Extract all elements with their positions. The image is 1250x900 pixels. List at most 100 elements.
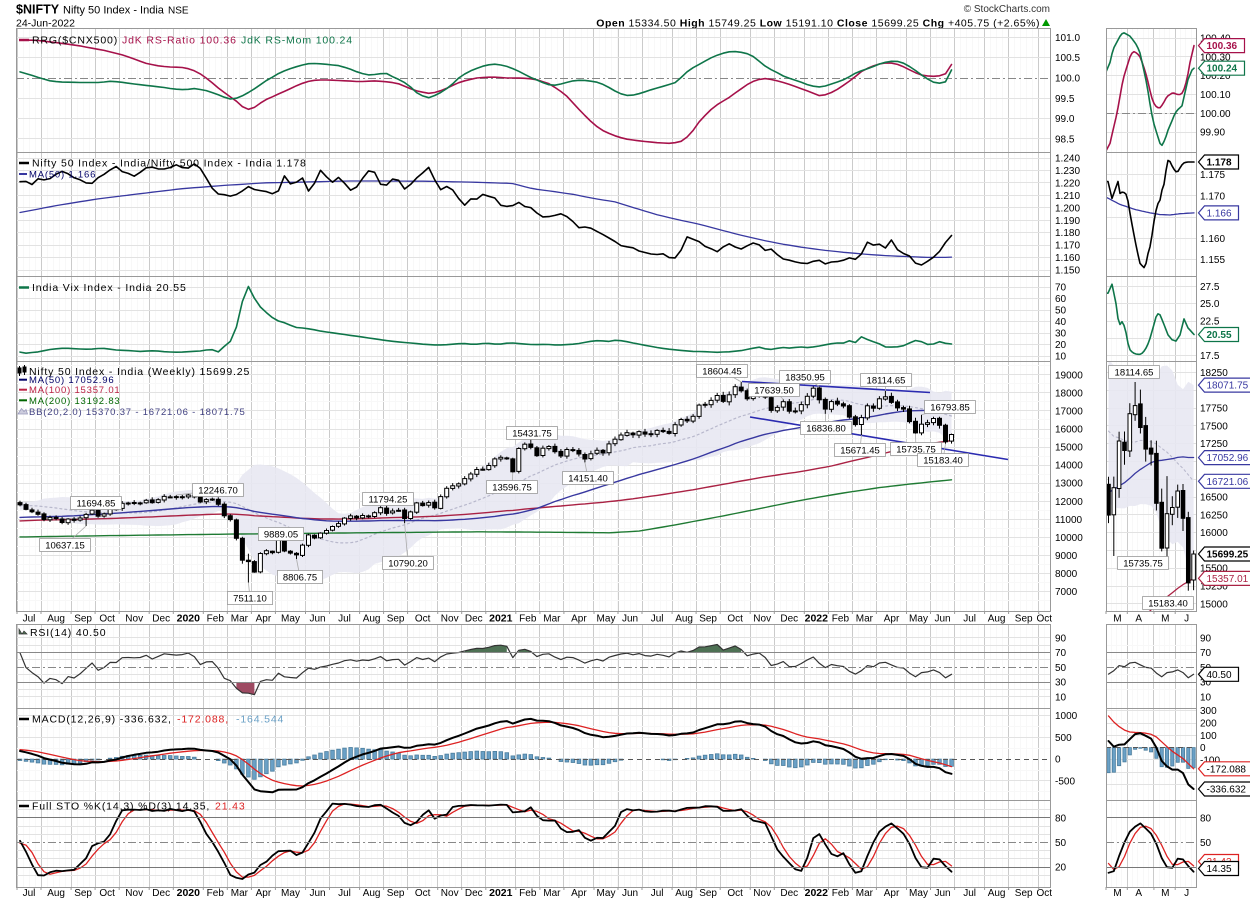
svg-text:Jul: Jul <box>338 888 351 899</box>
svg-text:India Vix Index - India 20.55: India Vix Index - India 20.55 <box>32 282 187 294</box>
svg-text:2020: 2020 <box>177 613 201 625</box>
svg-text:11794.25: 11794.25 <box>369 495 408 506</box>
svg-text:7000: 7000 <box>1055 587 1078 598</box>
svg-text:15000: 15000 <box>1055 443 1083 454</box>
svg-text:40.50: 40.50 <box>1207 670 1232 681</box>
svg-text:1.150: 1.150 <box>1055 266 1080 277</box>
svg-text:15735.75: 15735.75 <box>1123 559 1163 570</box>
svg-text:May: May <box>281 888 300 899</box>
svg-text:Dec: Dec <box>152 614 170 625</box>
svg-text:8000: 8000 <box>1055 569 1078 580</box>
svg-text:Feb: Feb <box>207 888 225 899</box>
svg-text:M: M <box>1113 888 1121 899</box>
svg-text:Apr: Apr <box>571 614 587 625</box>
svg-text:10: 10 <box>1055 692 1067 703</box>
svg-text:100.36: 100.36 <box>1207 41 1238 52</box>
svg-text:Nifty 50 Index - India (Weekly: Nifty 50 Index - India (Weekly) 15699.25 <box>29 366 250 378</box>
svg-text:Aug: Aug <box>47 888 65 899</box>
svg-text:Sep: Sep <box>1015 614 1033 625</box>
svg-text:-500: -500 <box>1055 777 1075 788</box>
svg-text:-172.088: -172.088 <box>1207 764 1247 775</box>
svg-text:MACD(12,26,9) -336.632,: MACD(12,26,9) -336.632, <box>32 714 172 726</box>
svg-text:9889.05: 9889.05 <box>264 530 298 541</box>
svg-text:Nov: Nov <box>441 888 459 899</box>
svg-text:Mar: Mar <box>856 888 874 899</box>
svg-text:16250: 16250 <box>1200 510 1228 521</box>
svg-text:200: 200 <box>1200 719 1217 730</box>
svg-text:1.240: 1.240 <box>1055 154 1080 165</box>
svg-text:1.180: 1.180 <box>1055 228 1080 239</box>
svg-text:Nifty 50 Index - India/Nifty 5: Nifty 50 Index - India/Nifty 500 Index -… <box>32 158 307 170</box>
svg-text:10000: 10000 <box>1055 533 1083 544</box>
svg-text:17.5: 17.5 <box>1200 351 1220 362</box>
svg-text:15183.40: 15183.40 <box>923 456 963 467</box>
svg-text:Sep: Sep <box>74 888 92 899</box>
svg-text:60: 60 <box>1055 294 1067 305</box>
svg-text:18071.75: 18071.75 <box>1207 381 1249 392</box>
svg-text:Jun: Jun <box>309 888 325 899</box>
svg-text:17250: 17250 <box>1200 439 1228 450</box>
svg-text:Jun: Jun <box>934 888 950 899</box>
svg-text:Open 15334.50 High 15749.25 Lo: Open 15334.50 High 15749.25 Low 15191.10… <box>596 18 1040 30</box>
svg-text:15500: 15500 <box>1200 564 1228 575</box>
svg-text:0: 0 <box>1200 743 1206 754</box>
svg-text:17639.50: 17639.50 <box>754 386 794 397</box>
svg-text:Sep: Sep <box>699 888 717 899</box>
svg-text:1.200: 1.200 <box>1055 203 1080 214</box>
svg-text:15735.75: 15735.75 <box>896 445 936 456</box>
svg-text:2022: 2022 <box>805 887 829 899</box>
svg-text:13000: 13000 <box>1055 479 1083 490</box>
svg-text:16836.80: 16836.80 <box>806 424 846 435</box>
svg-text:Jun: Jun <box>622 888 638 899</box>
svg-text:May: May <box>281 614 300 625</box>
svg-text:100.24: 100.24 <box>1207 64 1238 75</box>
svg-text:Jul: Jul <box>23 888 36 899</box>
svg-text:12000: 12000 <box>1055 497 1083 508</box>
svg-text:19000: 19000 <box>1055 370 1083 381</box>
svg-text:Oct: Oct <box>99 614 115 625</box>
svg-text:J: J <box>1184 614 1189 625</box>
svg-text:Aug: Aug <box>675 614 693 625</box>
svg-text:-172.088,: -172.088, <box>177 714 229 726</box>
svg-text:Dec: Dec <box>465 614 483 625</box>
svg-text:1.170: 1.170 <box>1055 241 1080 252</box>
svg-text:15357.01: 15357.01 <box>1207 574 1249 585</box>
svg-text:RSI(14) 40.50: RSI(14) 40.50 <box>30 627 106 639</box>
svg-text:Mar: Mar <box>231 888 249 899</box>
svg-text:Aug: Aug <box>363 614 381 625</box>
svg-text:12246.70: 12246.70 <box>198 486 238 497</box>
svg-text:20: 20 <box>1055 340 1067 351</box>
svg-text:15699.25: 15699.25 <box>1207 550 1249 561</box>
svg-text:300: 300 <box>1200 706 1217 717</box>
svg-text:27.5: 27.5 <box>1200 282 1220 293</box>
svg-text:30: 30 <box>1055 329 1067 340</box>
svg-text:11694.85: 11694.85 <box>77 499 116 510</box>
svg-text:50: 50 <box>1055 663 1067 674</box>
svg-text:1.210: 1.210 <box>1055 191 1080 202</box>
svg-text:Jul: Jul <box>338 614 351 625</box>
svg-text:Sep: Sep <box>1015 888 1033 899</box>
svg-text:Oct: Oct <box>1037 888 1053 899</box>
svg-text:Nifty 50 Index - India: Nifty 50 Index - India <box>63 5 165 17</box>
svg-text:MA(50) 17052.96: MA(50) 17052.96 <box>29 375 114 386</box>
svg-text:M: M <box>1161 888 1169 899</box>
svg-text:JdK RS-Ratio 100.36: JdK RS-Ratio 100.36 <box>122 35 237 47</box>
svg-text:-336.632: -336.632 <box>1207 785 1247 796</box>
svg-text:Oct: Oct <box>727 614 743 625</box>
svg-text:10790.20: 10790.20 <box>388 559 428 570</box>
svg-text:15671.45: 15671.45 <box>840 446 880 457</box>
svg-text:Jul: Jul <box>651 614 664 625</box>
svg-text:Mar: Mar <box>543 888 561 899</box>
svg-text:0: 0 <box>1055 755 1061 766</box>
svg-text:Oct: Oct <box>727 888 743 899</box>
svg-text:Feb: Feb <box>832 888 850 899</box>
svg-text:15250: 15250 <box>1200 582 1228 593</box>
svg-text:18000: 18000 <box>1055 388 1083 399</box>
svg-text:Nov: Nov <box>125 888 143 899</box>
svg-text:70: 70 <box>1200 648 1212 659</box>
svg-text:Nov: Nov <box>441 614 459 625</box>
svg-text:100.00: 100.00 <box>1200 109 1231 120</box>
svg-text:18114.65: 18114.65 <box>867 376 906 387</box>
svg-text:500: 500 <box>1055 733 1072 744</box>
svg-text:100.0: 100.0 <box>1055 74 1080 85</box>
